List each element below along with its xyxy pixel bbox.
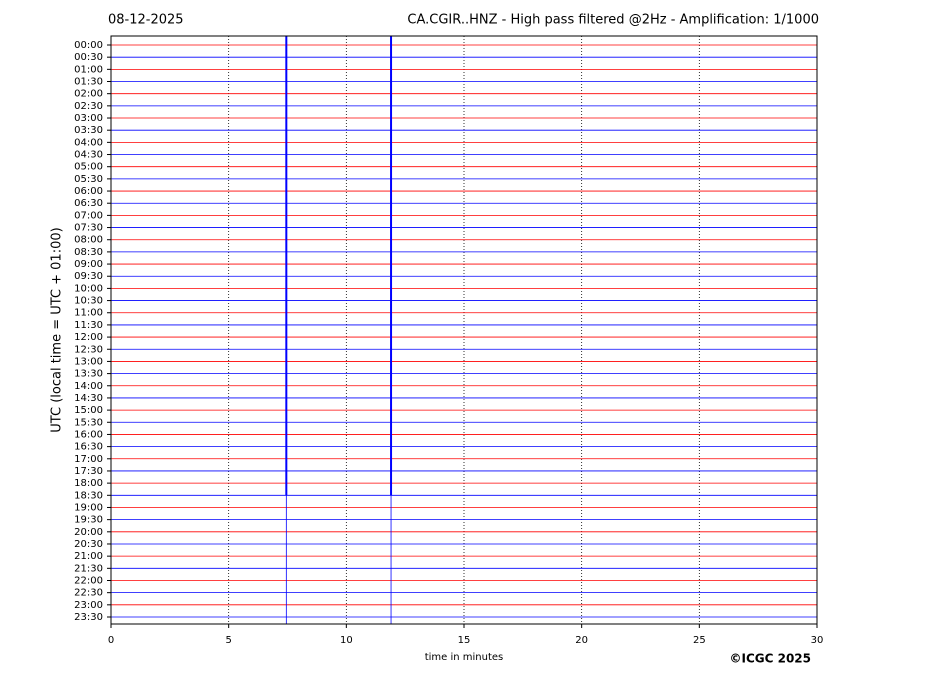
y-tick-label: 00:00: [74, 40, 103, 51]
y-tick-label: 14:30: [74, 393, 103, 404]
y-tick-label: 15:30: [74, 417, 103, 428]
y-tick-label: 02:30: [74, 101, 103, 112]
y-tick-label: 22:00: [74, 575, 103, 586]
y-tick-label: 07:00: [74, 210, 103, 221]
x-tick-label: 10: [340, 635, 353, 646]
y-tick-label: 17:00: [74, 454, 103, 465]
y-tick-label: 01:30: [74, 77, 103, 88]
y-tick-label: 09:30: [74, 271, 103, 282]
y-tick-label: 01:00: [74, 64, 103, 75]
y-tick-label: 16:00: [74, 429, 103, 440]
y-tick-label: 03:00: [74, 113, 103, 124]
y-tick-label: 13:00: [74, 356, 103, 367]
date: 08-12-2025: [108, 13, 184, 28]
y-tick-label: 21:30: [74, 563, 103, 574]
y-tick-label: 00:30: [74, 52, 103, 63]
y-tick-label: 08:00: [74, 235, 103, 246]
y-tick-label: 20:30: [74, 539, 103, 550]
x-axis-label: time in minutes: [425, 652, 504, 663]
y-tick-label: 23:30: [74, 612, 103, 623]
y-tick-label: 02:00: [74, 89, 103, 100]
copyright: ©ICGC 2025: [729, 652, 811, 666]
y-tick-label: 15:00: [74, 405, 103, 416]
x-tick-label: 30: [811, 635, 824, 646]
y-tick-label: 14:00: [74, 381, 103, 392]
x-tick-label: 0: [108, 635, 114, 646]
y-tick-label: 18:30: [74, 490, 103, 501]
y-tick-label: 05:30: [74, 174, 103, 185]
y-tick-label: 23:00: [74, 600, 103, 611]
y-tick-label: 04:30: [74, 150, 103, 161]
y-tick-label: 10:00: [74, 283, 103, 294]
y-tick-label: 06:00: [74, 186, 103, 197]
y-tick-label: 18:00: [74, 478, 103, 489]
chart-title: CA.CGIR..HNZ - High pass filtered @2Hz -…: [407, 13, 819, 28]
y-tick-label: 19:30: [74, 515, 103, 526]
y-tick-label: 11:30: [74, 320, 103, 331]
y-tick-label: 06:30: [74, 198, 103, 209]
y-tick-label: 12:00: [74, 332, 103, 343]
y-tick-label: 11:00: [74, 308, 103, 319]
y-tick-label: 13:30: [74, 369, 103, 380]
y-tick-label: 16:30: [74, 442, 103, 453]
x-tick-label: 5: [225, 635, 231, 646]
y-tick-label: 21:00: [74, 551, 103, 562]
y-tick-label: 09:00: [74, 259, 103, 270]
y-tick-label: 03:30: [74, 125, 103, 136]
y-tick-label: 05:00: [74, 162, 103, 173]
y-tick-label: 12:30: [74, 344, 103, 355]
x-tick-label: 25: [693, 635, 706, 646]
y-tick-label: 17:30: [74, 466, 103, 477]
x-tick-label: 15: [458, 635, 471, 646]
y-tick-label: 20:00: [74, 527, 103, 538]
y-tick-label: 22:30: [74, 588, 103, 599]
plot-frame: [110, 35, 818, 625]
y-tick-label: 07:30: [74, 223, 103, 234]
x-tick-label: 20: [575, 635, 588, 646]
y-axis-label: UTC (local time = UTC + 01:00): [50, 227, 65, 432]
y-tick-label: 04:00: [74, 137, 103, 148]
y-tick-label: 10:30: [74, 296, 103, 307]
y-tick-label: 08:30: [74, 247, 103, 258]
y-tick-label: 19:00: [74, 502, 103, 513]
